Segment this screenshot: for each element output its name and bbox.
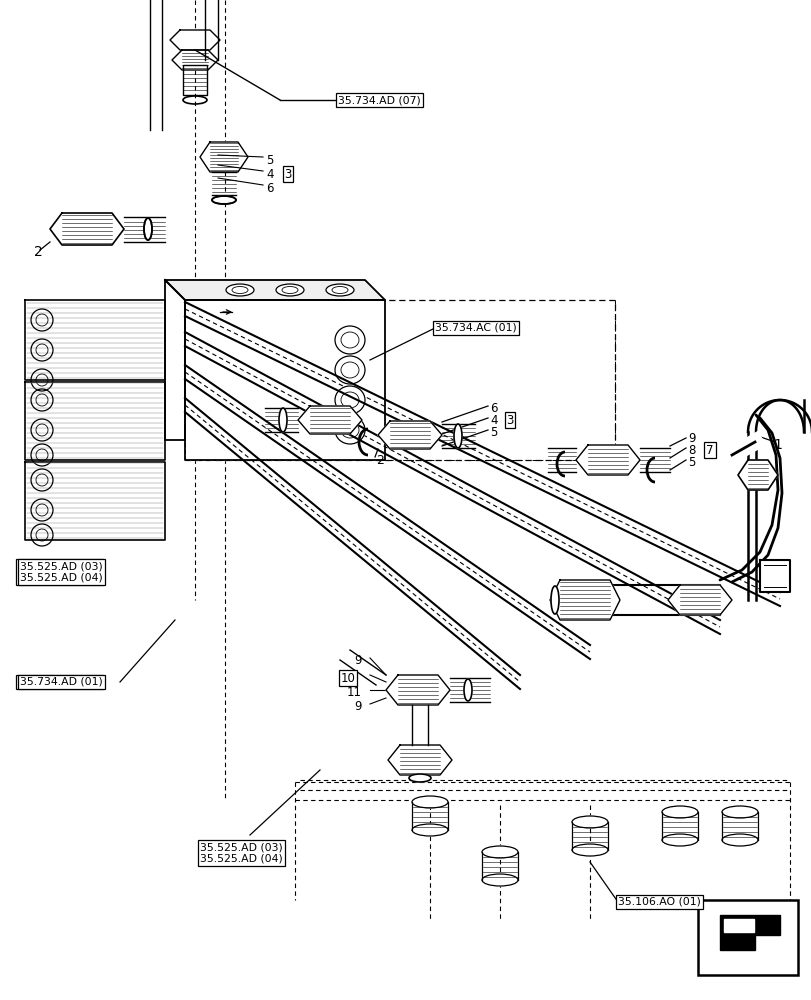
Ellipse shape [276,284,303,296]
Text: 35.525.AD (03)
35.525.AD (04): 35.525.AD (03) 35.525.AD (04) [18,561,101,583]
Ellipse shape [31,469,53,491]
Ellipse shape [411,796,448,808]
Polygon shape [25,300,165,380]
Polygon shape [169,30,220,50]
Polygon shape [165,280,384,300]
Ellipse shape [31,444,53,466]
Ellipse shape [571,844,607,856]
Ellipse shape [551,586,558,614]
Ellipse shape [31,309,53,331]
Polygon shape [25,382,165,460]
Ellipse shape [571,816,607,828]
Polygon shape [388,745,452,775]
Text: 7: 7 [706,444,713,456]
Ellipse shape [31,524,53,546]
Text: 4: 4 [266,168,273,181]
Ellipse shape [279,408,286,432]
Text: 6: 6 [489,401,497,414]
Ellipse shape [721,806,757,818]
Text: 35.734.AC (01): 35.734.AC (01) [435,323,516,333]
Text: 11: 11 [346,686,362,698]
Text: 35.734.AD (01): 35.734.AD (01) [20,677,103,687]
Text: 10: 10 [340,672,355,684]
Polygon shape [575,445,639,475]
Text: 8: 8 [687,444,694,456]
Polygon shape [759,560,789,592]
Text: 3: 3 [284,168,291,181]
Ellipse shape [325,284,354,296]
Text: 2: 2 [375,454,384,466]
Polygon shape [667,585,731,615]
Polygon shape [723,919,753,932]
Ellipse shape [144,218,152,240]
Ellipse shape [661,834,697,846]
Ellipse shape [31,419,53,441]
Polygon shape [549,580,620,620]
Polygon shape [378,421,441,449]
Text: 35.525.AD (03)
35.525.AD (04): 35.525.AD (03) 35.525.AD (04) [20,561,103,583]
Text: 5: 5 [489,426,497,438]
Text: 1: 1 [773,438,782,452]
Ellipse shape [31,369,53,391]
Text: 2: 2 [33,245,42,259]
Text: 35.734.AD (01): 35.734.AD (01) [18,677,101,687]
Text: 4: 4 [489,414,497,426]
Text: 5: 5 [266,154,273,167]
Polygon shape [50,213,124,245]
Ellipse shape [335,416,365,444]
Text: 35.106.AO (01): 35.106.AO (01) [617,897,700,907]
Ellipse shape [335,356,365,384]
Bar [182,65,207,95]
Polygon shape [25,462,165,540]
Ellipse shape [335,386,365,414]
Ellipse shape [411,824,448,836]
Ellipse shape [212,196,236,204]
Ellipse shape [31,389,53,411]
Text: 6: 6 [266,182,273,195]
Ellipse shape [225,284,254,296]
Ellipse shape [661,806,697,818]
Ellipse shape [482,846,517,858]
Polygon shape [165,280,185,440]
Text: 35.734.AD (07): 35.734.AD (07) [337,95,420,105]
Ellipse shape [453,424,461,448]
Polygon shape [719,915,779,950]
Ellipse shape [335,326,365,354]
Text: 9: 9 [354,654,362,666]
Ellipse shape [463,679,471,701]
Ellipse shape [721,834,757,846]
Polygon shape [737,460,777,490]
Polygon shape [185,300,384,460]
Text: 35.525.AD (03)
35.525.AD (04): 35.525.AD (03) 35.525.AD (04) [200,842,282,864]
Ellipse shape [482,874,517,886]
Polygon shape [385,675,449,705]
Bar [697,900,797,975]
Ellipse shape [409,774,431,782]
Ellipse shape [31,339,53,361]
Text: 3: 3 [506,414,513,426]
Polygon shape [172,50,217,70]
Text: 5: 5 [687,456,694,468]
Ellipse shape [31,499,53,521]
Text: 9: 9 [354,700,362,712]
Polygon shape [298,406,362,434]
Polygon shape [200,142,247,172]
Text: 9: 9 [687,432,695,444]
